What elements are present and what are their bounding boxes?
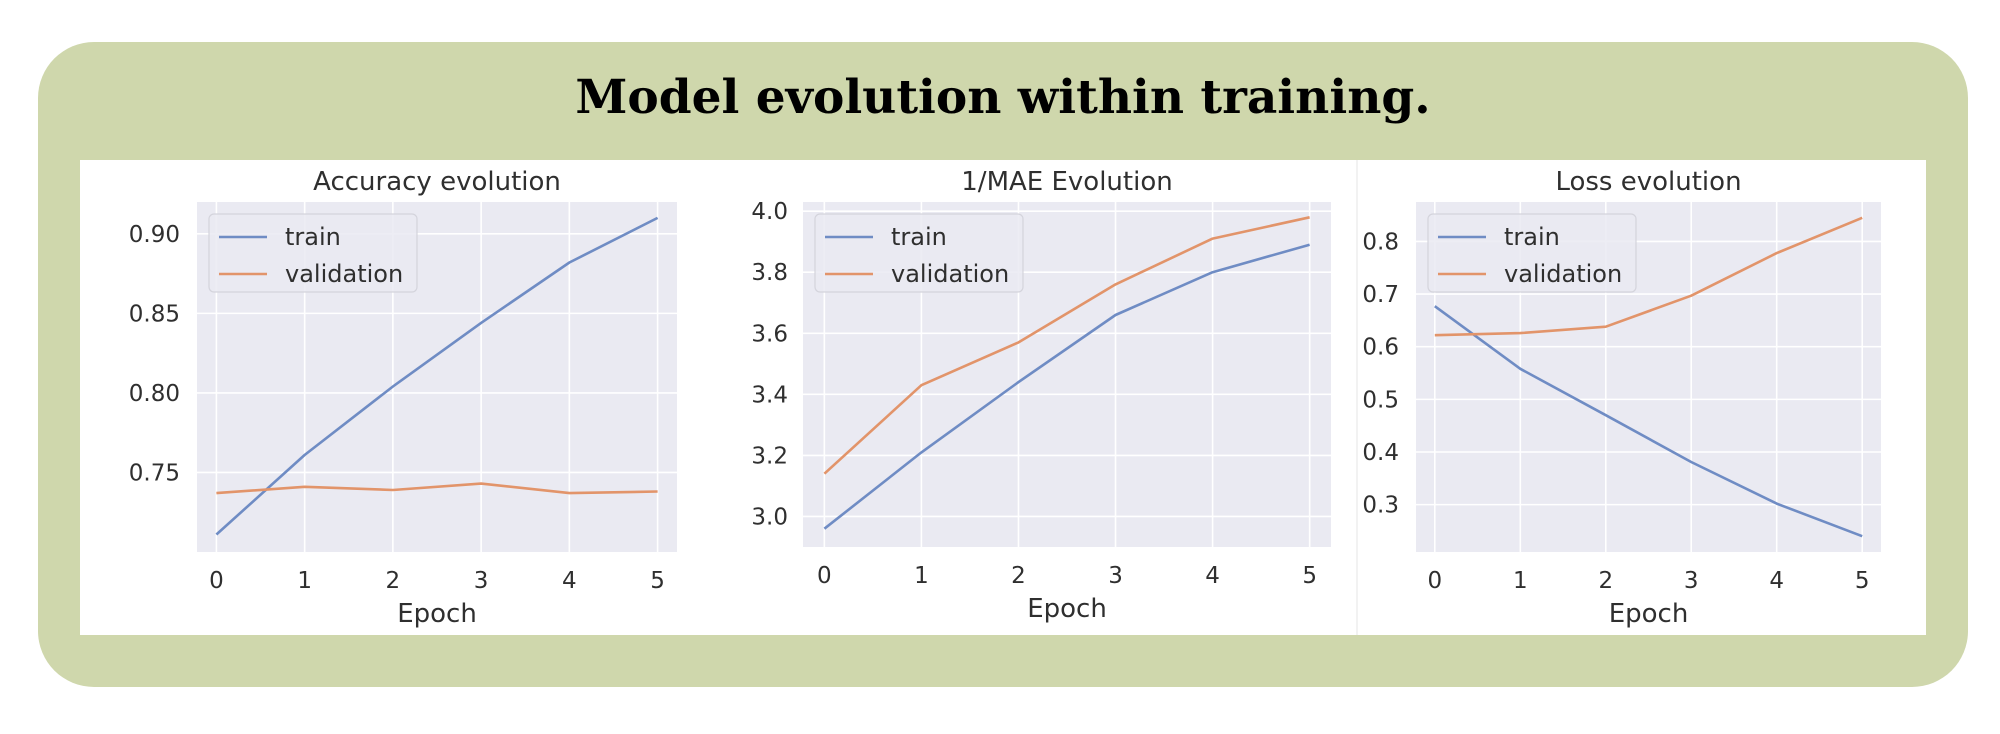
legend-frame	[1427, 213, 1637, 293]
charts-panel: 0 1 2 3 4 5 0.75 0.80 0.85 0.90 Accuracy evolution…	[80, 160, 1926, 635]
chart-title: Loss evolution	[1555, 167, 1741, 197]
x-tick-label: 5	[650, 568, 665, 594]
x-tick-label: 0	[209, 568, 224, 594]
x-tick-label: 3	[1108, 563, 1123, 589]
x-tick-label: 5	[1855, 568, 1870, 594]
y-tick-label: 4.0	[751, 199, 788, 225]
y-tick-label: 0.4	[1362, 440, 1399, 466]
y-tick-label: 0.5	[1362, 387, 1399, 413]
x-tick-label: 1	[914, 563, 929, 589]
legend: train validation	[1427, 213, 1637, 293]
y-tick-label: 0.85	[129, 301, 180, 327]
chart-title: 1/MAE Evolution	[961, 167, 1172, 197]
y-tick-label: 3.2	[751, 443, 788, 469]
legend-label-validation: validation	[891, 260, 1009, 288]
y-tick-label: 0.6	[1362, 335, 1399, 361]
series-line-train	[1434, 305, 1863, 538]
chart-1: 0 1 2 3 4 5 0.75 0.80 0.85 0.90 Accuracy evolution…	[129, 167, 677, 629]
x-tick-label: 4	[562, 568, 577, 594]
x-tick-label: 3	[474, 568, 489, 594]
series-line-validation	[216, 482, 658, 495]
chart-3: 0 1 2 3 4 5 0.3 0.4 0.5 0.6 0.7 0.8 Loss evolution Ep…	[1362, 167, 1881, 629]
y-tick-label: 3.4	[751, 382, 788, 408]
x-tick-label: 0	[1427, 568, 1442, 594]
y-tick-label: 0.80	[129, 381, 180, 407]
x-axis-label: Epoch	[1027, 594, 1107, 624]
series-line-validation	[823, 216, 1310, 475]
legend-label-validation: validation	[285, 260, 403, 288]
legend-label-train: train	[891, 223, 947, 251]
legend-label-train: train	[285, 223, 341, 251]
x-tick-label: 5	[1302, 563, 1317, 589]
x-tick-label: 2	[1598, 568, 1613, 594]
x-tick-label: 4	[1205, 563, 1220, 589]
series-line-validation	[1434, 216, 1863, 337]
y-tick-label: 0.3	[1362, 493, 1399, 519]
y-tick-label: 0.8	[1362, 229, 1399, 255]
y-tick-label: 3.8	[751, 260, 788, 286]
legend-label-validation: validation	[1504, 260, 1622, 288]
y-tick-label: 3.0	[751, 504, 788, 530]
figure-title: Model evolution within training.	[575, 70, 1431, 125]
x-tick-label: 2	[386, 568, 401, 594]
legend-label-train: train	[1504, 223, 1560, 251]
legend-frame	[814, 213, 1024, 293]
x-tick-label: 1	[297, 568, 312, 594]
chart-title: Accuracy evolution	[313, 167, 561, 197]
x-axis-label: Epoch	[1609, 599, 1689, 629]
x-tick-label: 1	[1513, 568, 1528, 594]
y-tick-label: 3.6	[751, 321, 788, 347]
x-tick-label: 0	[817, 563, 832, 589]
x-axis-label: Epoch	[397, 599, 477, 629]
x-tick-label: 3	[1684, 568, 1699, 594]
x-tick-label: 2	[1011, 563, 1026, 589]
x-tick-label: 4	[1769, 568, 1784, 594]
y-tick-label: 0.90	[129, 222, 180, 248]
series-line-train	[215, 216, 659, 536]
legend: train validation	[814, 213, 1024, 293]
series-line-train	[823, 243, 1310, 530]
y-tick-label: 0.75	[129, 460, 180, 486]
y-tick-label: 0.7	[1362, 282, 1399, 308]
chart-2: 0 1 2 3 4 5 3.0 3.2 3.4 3.6 3.8 4.0 1/MAE Evolution E…	[751, 167, 1331, 624]
legend: train validation	[208, 213, 418, 293]
legend-frame	[208, 213, 418, 293]
